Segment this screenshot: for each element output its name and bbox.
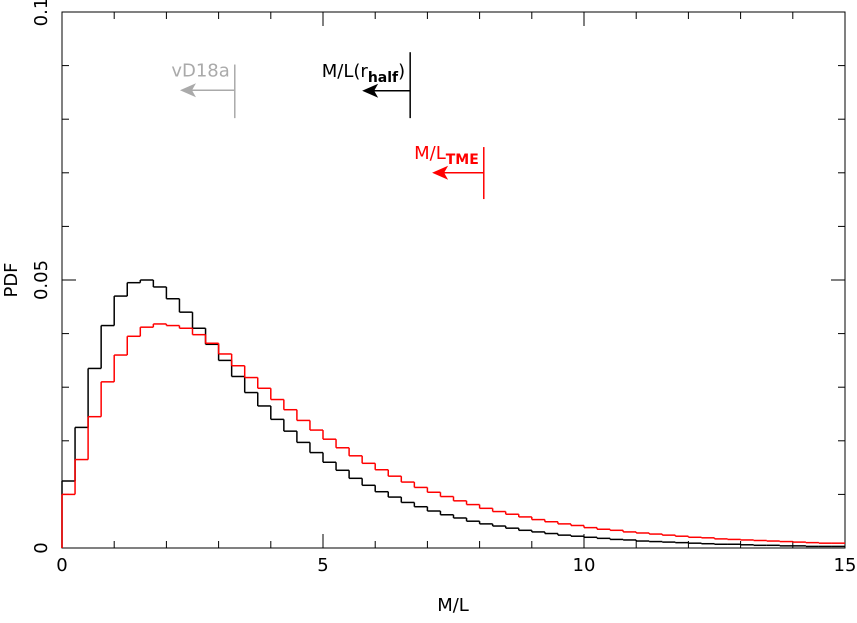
annotation-text: ): [398, 61, 405, 82]
arrow-head: [179, 83, 196, 98]
x-axis-label: M/L: [437, 595, 469, 616]
x-tick-label: 10: [573, 555, 596, 576]
annotation-text: vD18a: [171, 60, 229, 81]
x-tick-label: 15: [834, 555, 857, 576]
x-tick-label: 0: [56, 555, 67, 576]
y-tick-label: 0: [31, 542, 52, 553]
annotation-label: M/L(rhalf): [322, 61, 405, 86]
arrow-head: [362, 83, 379, 98]
annotation-label: vD18a: [171, 60, 229, 81]
y-axis-label: PDF: [1, 262, 22, 297]
annotation-subscript: TME: [446, 152, 479, 168]
y-tick-label: 0.1: [31, 0, 52, 26]
arrow-head: [432, 165, 449, 180]
y-tick-label: 0.05: [31, 260, 52, 300]
annotation-text: M/L: [414, 143, 446, 164]
annotation-text: M/L(r: [322, 61, 369, 82]
annotation-label: M/LTME: [414, 143, 479, 168]
x-tick-label: 5: [317, 555, 328, 576]
plot-frame: [61, 11, 846, 549]
annotation-subscript: half: [368, 70, 399, 86]
